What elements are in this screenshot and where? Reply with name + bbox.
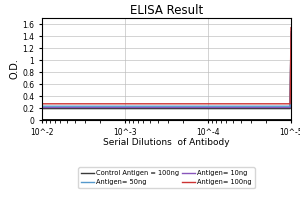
Control Antigen = 100ng [250, 107, 254, 110]
Control Antigen = 100ng [188, 107, 192, 110]
Control Antigen = 100ng [40, 107, 44, 110]
Antigen= 100ng [266, 103, 269, 105]
Antigen= 10ng [289, 32, 293, 35]
Antigen= 10ng [188, 106, 191, 109]
Line: Antigen= 10ng: Antigen= 10ng [42, 34, 291, 107]
Antigen= 10ng [188, 106, 192, 109]
Antigen= 100ng [188, 103, 191, 105]
Antigen= 10ng [40, 106, 44, 109]
Antigen= 50ng [193, 105, 196, 107]
Antigen= 100ng [193, 103, 196, 105]
Title: ELISA Result: ELISA Result [130, 4, 203, 17]
Y-axis label: O.D.: O.D. [10, 59, 20, 79]
Antigen= 100ng [40, 103, 44, 105]
Antigen= 10ng [41, 106, 45, 109]
Antigen= 10ng [193, 106, 196, 109]
Control Antigen = 100ng [289, 34, 293, 36]
Legend: Control Antigen = 100ng, Antigen= 50ng, Antigen= 10ng, Antigen= 100ng: Control Antigen = 100ng, Antigen= 50ng, … [78, 167, 255, 188]
Line: Antigen= 50ng: Antigen= 50ng [42, 32, 291, 106]
Antigen= 100ng [41, 103, 45, 105]
Antigen= 50ng [266, 105, 269, 107]
Antigen= 10ng [266, 106, 269, 109]
Antigen= 100ng [250, 103, 254, 105]
Antigen= 50ng [188, 105, 192, 107]
Antigen= 50ng [289, 31, 293, 33]
Antigen= 100ng [289, 26, 293, 29]
Antigen= 50ng [40, 105, 44, 107]
Antigen= 100ng [188, 103, 192, 105]
Control Antigen = 100ng [188, 107, 191, 110]
X-axis label: Serial Dilutions  of Antibody: Serial Dilutions of Antibody [103, 138, 230, 147]
Antigen= 10ng [250, 106, 254, 109]
Control Antigen = 100ng [193, 107, 196, 110]
Antigen= 50ng [250, 105, 254, 107]
Control Antigen = 100ng [266, 107, 269, 110]
Antigen= 50ng [41, 105, 45, 107]
Line: Control Antigen = 100ng: Control Antigen = 100ng [42, 35, 291, 109]
Antigen= 50ng [188, 105, 191, 107]
Line: Antigen= 100ng: Antigen= 100ng [42, 28, 291, 104]
Control Antigen = 100ng [41, 107, 45, 110]
